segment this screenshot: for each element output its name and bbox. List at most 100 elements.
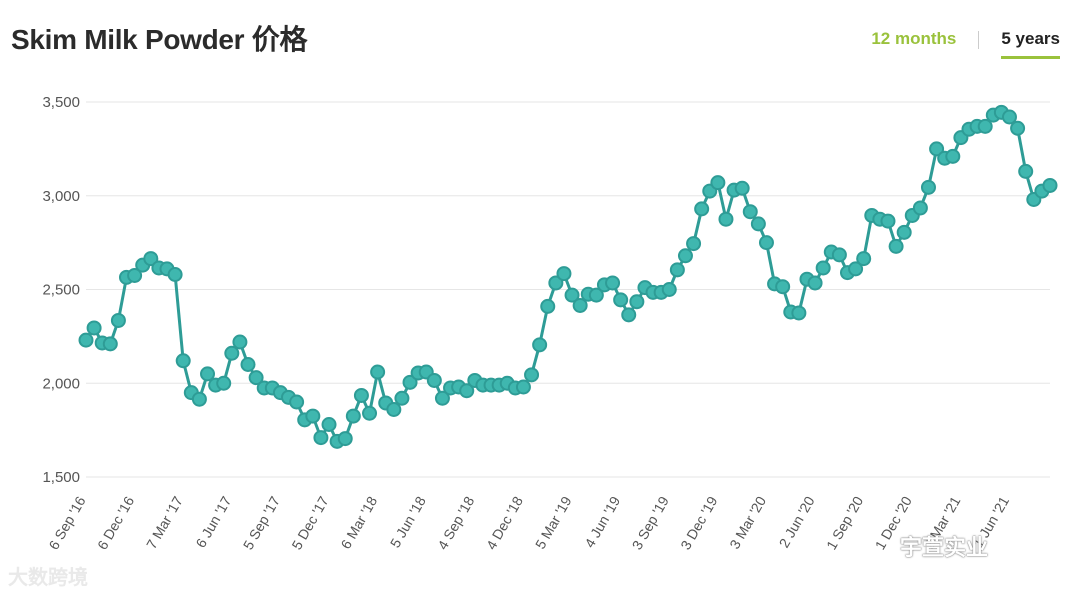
chart-title: Skim Milk Powder 价格	[11, 24, 308, 55]
data-point[interactable]	[896, 224, 912, 240]
y-tick-label: 3,000	[42, 188, 80, 205]
data-point[interactable]	[289, 394, 305, 410]
data-point[interactable]	[240, 357, 256, 372]
tab-12-months[interactable]: 12 months	[871, 29, 957, 48]
data-point[interactable]	[734, 180, 750, 196]
data-point[interactable]	[337, 431, 353, 447]
data-point[interactable]	[353, 387, 369, 403]
data-point[interactable]	[402, 374, 418, 390]
data-point[interactable]	[305, 408, 321, 424]
data-point[interactable]	[224, 345, 240, 361]
x-tick-label: 4 Sep '18	[434, 493, 477, 552]
data-point[interactable]	[86, 320, 102, 336]
data-point[interactable]	[532, 337, 548, 353]
data-point[interactable]	[1042, 177, 1058, 193]
data-point[interactable]	[791, 305, 807, 321]
x-tick-label: 6 Jun '17	[192, 493, 234, 550]
data-point[interactable]	[459, 383, 475, 399]
data-point[interactable]	[694, 201, 710, 217]
data-point[interactable]	[321, 417, 337, 432]
x-axis-ticks: 6 Sep '16 6 Dec '16 7 Mar '17 6 Jun '17 5 Se…	[45, 493, 1012, 552]
x-tick-label: 3 Mar '20	[726, 493, 769, 551]
x-tick-label: 6 Mar '18	[337, 493, 380, 551]
data-point[interactable]	[718, 211, 734, 227]
x-tick-label: 1 Sep '20	[823, 493, 866, 552]
data-point[interactable]	[1010, 120, 1026, 136]
data-point[interactable]	[815, 260, 831, 276]
data-point[interactable]	[856, 251, 872, 267]
data-point[interactable]	[386, 402, 402, 417]
data-point[interactable]	[572, 297, 588, 313]
data-point[interactable]	[929, 141, 945, 157]
data-point[interactable]	[880, 213, 896, 229]
data-point[interactable]	[426, 372, 442, 388]
data-point[interactable]	[831, 247, 847, 263]
tab-separator	[978, 31, 980, 49]
data-point[interactable]	[848, 261, 864, 277]
data-point[interactable]	[912, 200, 928, 216]
data-point[interactable]	[524, 367, 540, 383]
data-point[interactable]	[515, 379, 531, 395]
x-tick-label: 3 Sep '19	[629, 493, 672, 552]
watermark-left: 大数跨境	[8, 567, 88, 589]
data-point[interactable]	[175, 353, 191, 369]
data-point[interactable]	[110, 312, 126, 328]
data-point[interactable]	[750, 216, 766, 232]
data-point[interactable]	[621, 307, 637, 323]
data-point[interactable]	[370, 364, 386, 380]
x-tick-label: 5 Jun '18	[387, 493, 429, 550]
data-point[interactable]	[191, 391, 207, 407]
data-point[interactable]	[775, 279, 791, 295]
data-point[interactable]	[248, 370, 264, 386]
data-point[interactable]	[686, 236, 702, 252]
data-point[interactable]	[945, 148, 961, 164]
data-point[interactable]	[540, 298, 556, 314]
x-tick-label: 4 Jun '19	[581, 493, 623, 550]
y-axis-ticks: 1,500 2,000 2,500 3,000 3,500	[42, 94, 80, 486]
data-point[interactable]	[564, 287, 580, 303]
data-point[interactable]	[200, 366, 216, 382]
y-tick-label: 1,500	[42, 469, 80, 486]
data-point[interactable]	[313, 430, 329, 446]
data-point[interactable]	[143, 251, 159, 267]
data-point[interactable]	[742, 204, 758, 220]
data-point[interactable]	[1001, 109, 1017, 125]
series-group	[78, 104, 1058, 449]
data-point[interactable]	[588, 287, 604, 303]
data-point[interactable]	[127, 267, 143, 283]
watermark-right: 宇萱实业	[900, 535, 989, 560]
data-point[interactable]	[661, 282, 677, 297]
x-tick-label: 6 Dec '16	[94, 493, 137, 552]
data-point[interactable]	[78, 332, 94, 348]
data-point[interactable]	[434, 390, 450, 406]
x-tick-label: 6 Sep '16	[45, 493, 88, 552]
x-tick-label: 5 Dec '17	[288, 493, 331, 552]
data-point[interactable]	[605, 275, 621, 291]
data-point[interactable]	[613, 292, 629, 308]
data-point[interactable]	[345, 408, 361, 424]
data-point[interactable]	[167, 267, 183, 282]
x-tick-label: 4 Dec '18	[483, 493, 526, 552]
data-point[interactable]	[920, 179, 936, 195]
data-point[interactable]	[669, 262, 685, 278]
data-point[interactable]	[758, 235, 774, 251]
tab-5-years[interactable]: 5 years	[1001, 29, 1060, 59]
data-point[interactable]	[232, 334, 248, 350]
range-tabs: 12 months 5 years	[871, 29, 1060, 59]
data-point[interactable]	[888, 238, 904, 254]
data-point[interactable]	[1018, 163, 1034, 179]
data-point[interactable]	[548, 275, 564, 291]
data-point[interactable]	[394, 390, 410, 406]
data-point[interactable]	[807, 275, 823, 291]
data-point[interactable]	[629, 294, 645, 310]
data-point[interactable]	[216, 375, 232, 391]
data-point[interactable]	[710, 175, 726, 191]
data-point[interactable]	[362, 405, 378, 421]
data-point[interactable]	[977, 118, 993, 134]
data-point[interactable]	[556, 266, 572, 282]
data-point[interactable]	[102, 336, 118, 352]
x-tick-label: 5 Mar '19	[532, 493, 575, 551]
data-point[interactable]	[677, 248, 693, 264]
y-tick-label: 3,500	[42, 94, 80, 111]
